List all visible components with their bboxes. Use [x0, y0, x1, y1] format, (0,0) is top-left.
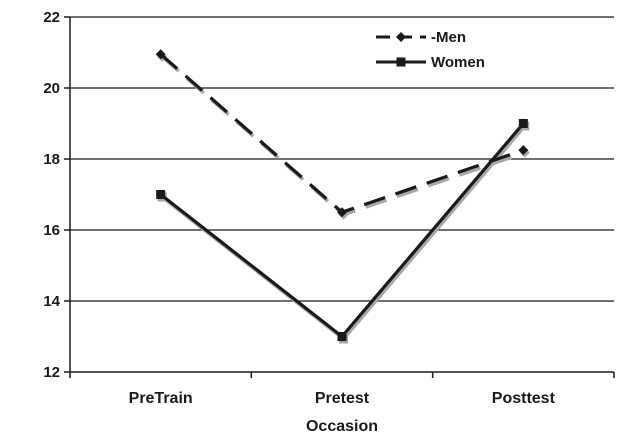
data-point-men — [337, 207, 347, 218]
y-tick-label: 16 — [43, 222, 60, 239]
axes — [69, 17, 614, 373]
y-tick-label: 20 — [43, 80, 60, 97]
data-point-women — [518, 119, 528, 128]
y-tick-labels: 12 14 16 18 20 22 — [43, 9, 70, 381]
legend-marker — [396, 32, 406, 42]
x-tick-label: PreTrain — [129, 390, 193, 407]
y-tick-label: 14 — [43, 293, 60, 310]
y-tick-label: 12 — [43, 364, 60, 381]
data-point-men — [155, 49, 166, 60]
x-tick-labels: PreTrain Pretest Posttest — [69, 372, 615, 407]
legend: -Men Women — [376, 29, 485, 71]
data-point-women — [337, 332, 347, 341]
x-tick-label: Pretest — [315, 390, 370, 407]
data-point-women — [156, 190, 166, 199]
legend-marker — [396, 57, 406, 67]
y-tick-label: 18 — [43, 151, 60, 168]
x-axis-title: Occasion — [306, 418, 378, 435]
series-group — [155, 49, 529, 341]
y-tick-label: 22 — [43, 9, 60, 26]
legend-label: -Men — [431, 29, 466, 46]
data-point-men — [518, 145, 529, 156]
x-tick-label: Posttest — [492, 390, 556, 407]
gridlines — [70, 16, 614, 302]
series-shadows — [157, 51, 530, 344]
legend-label: Women — [431, 54, 485, 71]
series-shadow-women — [161, 124, 527, 341]
